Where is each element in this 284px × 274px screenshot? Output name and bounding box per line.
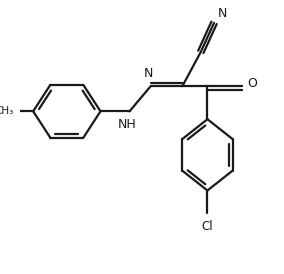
Text: N: N [143, 67, 153, 80]
Text: N: N [218, 7, 227, 20]
Text: Cl: Cl [202, 219, 213, 233]
Text: NH: NH [118, 118, 136, 131]
Text: O: O [247, 77, 257, 90]
Text: CH₃: CH₃ [0, 106, 13, 116]
